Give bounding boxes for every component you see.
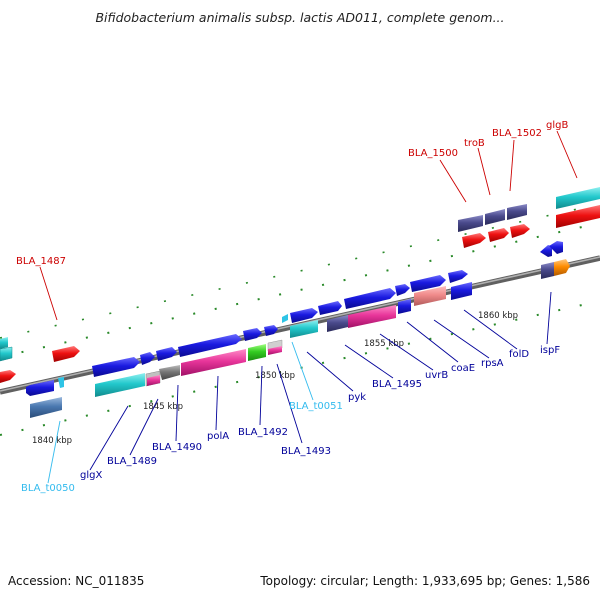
gene-feature <box>26 380 54 396</box>
gene-feature <box>264 325 278 336</box>
gene-label: ispF <box>540 345 560 356</box>
gene-feature <box>140 352 155 365</box>
gene-feature <box>58 377 64 388</box>
gene-feature <box>92 357 140 377</box>
gene-label: BLA_1502 <box>492 128 542 139</box>
reverse-strand-genes <box>0 241 570 418</box>
leader-lines <box>39 130 578 484</box>
gene-feature <box>549 241 563 254</box>
gene-feature <box>178 334 242 357</box>
gene-feature <box>248 344 266 361</box>
gene-feature <box>507 204 527 220</box>
gene-label: troB <box>464 138 485 149</box>
gene-feature <box>395 284 410 296</box>
gene-label: pyk <box>348 392 366 403</box>
gene-feature <box>290 308 318 323</box>
gene-feature <box>458 215 483 232</box>
forward-strand-genes <box>0 187 600 383</box>
gene-label: BLA_1493 <box>281 446 331 457</box>
gene-feature <box>348 305 396 328</box>
gene-feature <box>327 315 348 332</box>
tick-label: 1860 kbp <box>478 311 518 321</box>
tick-label: 1840 kbp <box>32 436 72 446</box>
position-ticks: 1840 kbp 1845 kbp 1850 kbp 1855 kbp 1860… <box>32 311 518 446</box>
gene-label: coaE <box>451 363 475 374</box>
gene-feature <box>485 209 505 225</box>
gene-feature <box>554 259 570 276</box>
gene-feature <box>147 375 160 386</box>
gene-feature <box>344 288 396 309</box>
gene-feature <box>156 347 177 361</box>
accession-text: Accession: NC_011835 <box>8 574 145 588</box>
gene-feature <box>556 187 600 209</box>
gene-feature <box>414 286 446 306</box>
gene-label: BLA_1495 <box>372 379 422 390</box>
gene-feature <box>0 346 13 362</box>
gene-feature <box>268 346 282 355</box>
gene-feature <box>556 205 600 228</box>
tick-label: 1855 kbp <box>364 339 404 349</box>
gene-feature <box>448 270 468 283</box>
gene-feature <box>159 365 180 380</box>
gene-feature <box>318 301 342 315</box>
gene-feature <box>181 349 246 376</box>
gene-label: BLA_t0050 <box>21 483 75 494</box>
gene-label: BLA_1489 <box>107 456 157 467</box>
gene-feature <box>30 397 62 418</box>
gene-feature <box>282 314 288 323</box>
gene-feature <box>243 328 262 341</box>
gene-feature <box>510 224 530 238</box>
gene-label: rpsA <box>481 358 504 369</box>
gene-feature <box>541 262 554 279</box>
genome-summary-text: Topology: circular; Length: 1,933,695 bp… <box>260 574 590 588</box>
gene-feature <box>451 282 472 300</box>
gene-feature <box>0 337 8 349</box>
gene-feature <box>398 299 411 314</box>
gene-label: BLA_1492 <box>238 427 288 438</box>
gene-feature <box>95 373 145 397</box>
gene-feature <box>410 275 446 292</box>
tick-label: 1845 kbp <box>143 402 183 412</box>
gene-label: uvrB <box>425 370 448 381</box>
gene-label: folD <box>509 349 529 360</box>
gene-feature <box>52 346 80 362</box>
gene-feature <box>462 233 486 248</box>
gene-feature <box>540 245 552 257</box>
gene-feature <box>290 320 318 338</box>
gene-label: BLA_1500 <box>408 148 458 159</box>
tick-label: 1850 kbp <box>255 371 295 381</box>
gene-label: glgB <box>546 120 568 131</box>
gene-feature <box>488 228 509 242</box>
gene-label: polA <box>207 431 229 442</box>
gene-feature <box>0 370 16 383</box>
map-title: Bifidobacterium animalis subsp. lactis A… <box>95 10 505 25</box>
gene-labels: BLA_1487 BLA_1500 troB BLA_1502 glgB BLA… <box>16 120 568 494</box>
gene-label: glgX <box>80 470 102 481</box>
gene-label: BLA_1490 <box>152 442 202 453</box>
gene-label: BLA_1487 <box>16 256 66 267</box>
gene-label: BLA_t0051 <box>289 401 343 412</box>
